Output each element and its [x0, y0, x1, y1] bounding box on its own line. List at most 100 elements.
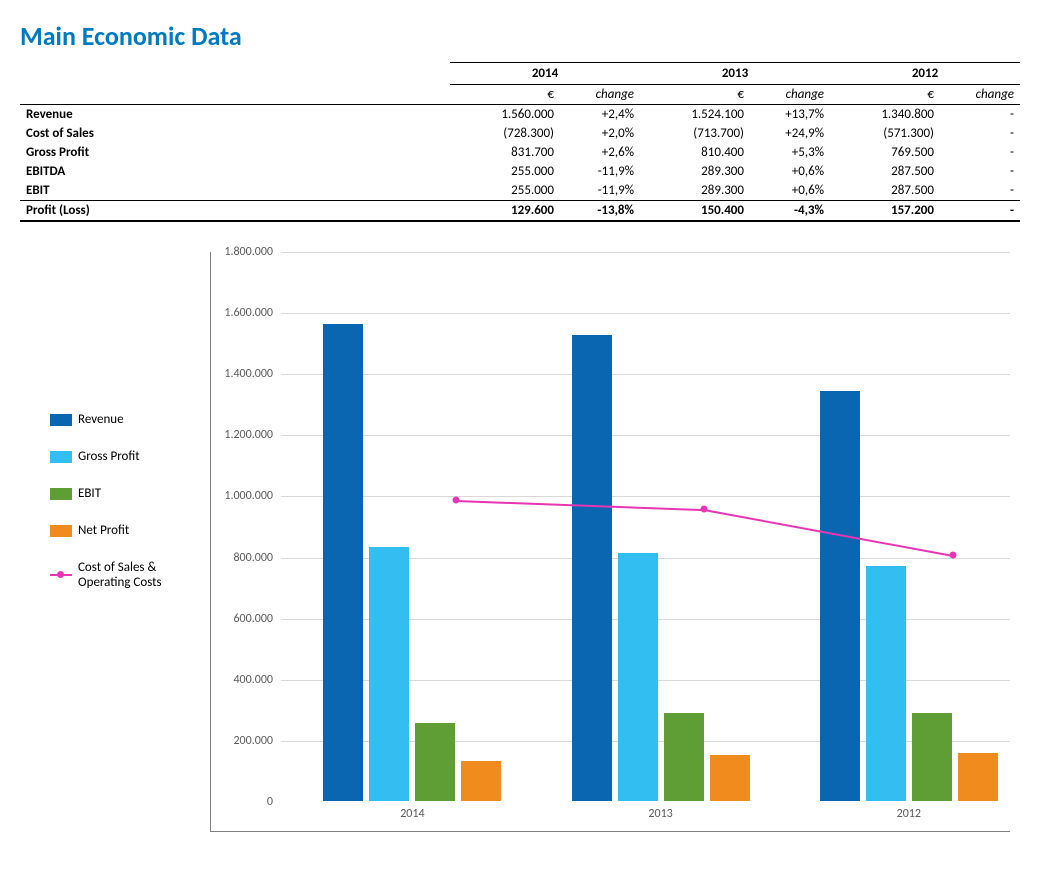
row-label: Revenue	[20, 105, 450, 125]
col-change-2012: change	[940, 85, 1020, 105]
gridline	[281, 313, 1010, 314]
cell: 255.000	[450, 162, 560, 181]
cell: (571.300)	[830, 124, 940, 143]
row-label: EBIT	[20, 181, 450, 201]
y-axis-label: 1.000.000	[211, 489, 273, 503]
cell: +5,3%	[750, 143, 830, 162]
cell: +2,4%	[560, 105, 640, 125]
bar	[866, 566, 906, 801]
y-axis-label: 1.200.000	[211, 428, 273, 442]
cell: 1.524.100	[640, 105, 750, 125]
cell: 1.340.800	[830, 105, 940, 125]
legend-item: EBIT	[50, 486, 200, 501]
cell: -	[940, 124, 1020, 143]
bar	[958, 753, 998, 801]
bar	[820, 391, 860, 801]
legend-item: Net Profit	[50, 523, 200, 538]
col-eur-2013: €	[640, 85, 750, 105]
line-marker	[453, 496, 460, 503]
row-label: Gross Profit	[20, 143, 450, 162]
y-axis-label: 400.000	[211, 673, 273, 687]
cell: -11,9%	[560, 162, 640, 181]
line-marker	[949, 551, 956, 558]
x-axis-label: 2014	[400, 807, 424, 821]
legend-swatch	[50, 414, 72, 426]
cell: +2,0%	[560, 124, 640, 143]
legend-item: Cost of Sales & Operating Costs	[50, 560, 200, 590]
legend-swatch	[50, 525, 72, 537]
cell: 255.000	[450, 181, 560, 201]
cell: -	[940, 181, 1020, 201]
table-row: Cost of Sales(728.300)+2,0%(713.700)+24,…	[20, 124, 1020, 143]
cell: 129.600	[450, 201, 560, 222]
col-eur-2014: €	[450, 85, 560, 105]
legend-line-swatch	[50, 569, 72, 581]
bar	[664, 713, 704, 801]
row-label: Cost of Sales	[20, 124, 450, 143]
row-label: EBITDA	[20, 162, 450, 181]
x-axis-label: 2013	[648, 807, 672, 821]
col-change-2013: change	[750, 85, 830, 105]
gridline	[281, 435, 1010, 436]
legend-label: Cost of Sales & Operating Costs	[78, 560, 200, 590]
bar	[710, 755, 750, 801]
legend-label: Revenue	[78, 412, 124, 427]
line-marker	[701, 505, 708, 512]
cell: -	[940, 143, 1020, 162]
legend-item: Gross Profit	[50, 449, 200, 464]
legend-label: Net Profit	[78, 523, 129, 538]
chart-plot: 2014 2013 2012 0 200.000 400.000 600.000 800.0…	[210, 252, 1010, 832]
y-axis-label: 1.600.000	[211, 306, 273, 320]
cell: 831.700	[450, 143, 560, 162]
cell: 769.500	[830, 143, 940, 162]
cell: +2,6%	[560, 143, 640, 162]
legend-swatch	[50, 488, 72, 500]
cell: 150.400	[640, 201, 750, 222]
year-2012: 2012	[830, 63, 1020, 85]
cell: 287.500	[830, 162, 940, 181]
economic-data-table: 2014 2013 2012 € change € change € chang…	[20, 62, 1020, 222]
table-subheader-row: € change € change € change	[20, 85, 1020, 105]
cell: -13,8%	[560, 201, 640, 222]
bar	[415, 723, 455, 801]
cell: (728.300)	[450, 124, 560, 143]
cell: 1.560.000	[450, 105, 560, 125]
x-axis-label: 2012	[897, 807, 921, 821]
cell: 810.400	[640, 143, 750, 162]
bar	[912, 713, 952, 801]
table-row: EBITDA255.000-11,9%289.300+0,6%287.500-	[20, 162, 1020, 181]
cell: -	[940, 162, 1020, 181]
cell: (713.700)	[640, 124, 750, 143]
table-row: Gross Profit831.700+2,6%810.400+5,3%769.…	[20, 143, 1020, 162]
gridline	[281, 496, 1010, 497]
bar	[461, 761, 501, 801]
chart: Revenue Gross Profit EBIT Net Profit Cost of…	[20, 242, 1020, 862]
cell: 289.300	[640, 181, 750, 201]
table-year-row: 2014 2013 2012	[20, 63, 1020, 85]
gridline	[281, 252, 1010, 253]
row-label: Profit (Loss)	[20, 201, 450, 222]
bar	[572, 335, 612, 801]
chart-legend: Revenue Gross Profit EBIT Net Profit Cost of…	[50, 412, 200, 590]
year-2013: 2013	[640, 63, 830, 85]
y-axis-label: 600.000	[211, 612, 273, 626]
cell: -11,9%	[560, 181, 640, 201]
page-title: Main Economic Data	[20, 20, 1024, 52]
cell: -	[940, 105, 1020, 125]
cell: +24,9%	[750, 124, 830, 143]
y-axis-label: 0	[211, 795, 273, 809]
cell: 157.200	[830, 201, 940, 222]
y-axis-label: 800.000	[211, 551, 273, 565]
bar	[618, 553, 658, 801]
cell: 289.300	[640, 162, 750, 181]
bar	[369, 547, 409, 801]
legend-label: EBIT	[78, 486, 101, 501]
cell: +0,6%	[750, 181, 830, 201]
table-row: Revenue1.560.000+2,4%1.524.100+13,7%1.34…	[20, 105, 1020, 125]
legend-swatch	[50, 451, 72, 463]
year-2014: 2014	[450, 63, 640, 85]
cell: +13,7%	[750, 105, 830, 125]
y-axis-label: 200.000	[211, 734, 273, 748]
y-axis-label: 1.400.000	[211, 367, 273, 381]
legend-item: Revenue	[50, 412, 200, 427]
